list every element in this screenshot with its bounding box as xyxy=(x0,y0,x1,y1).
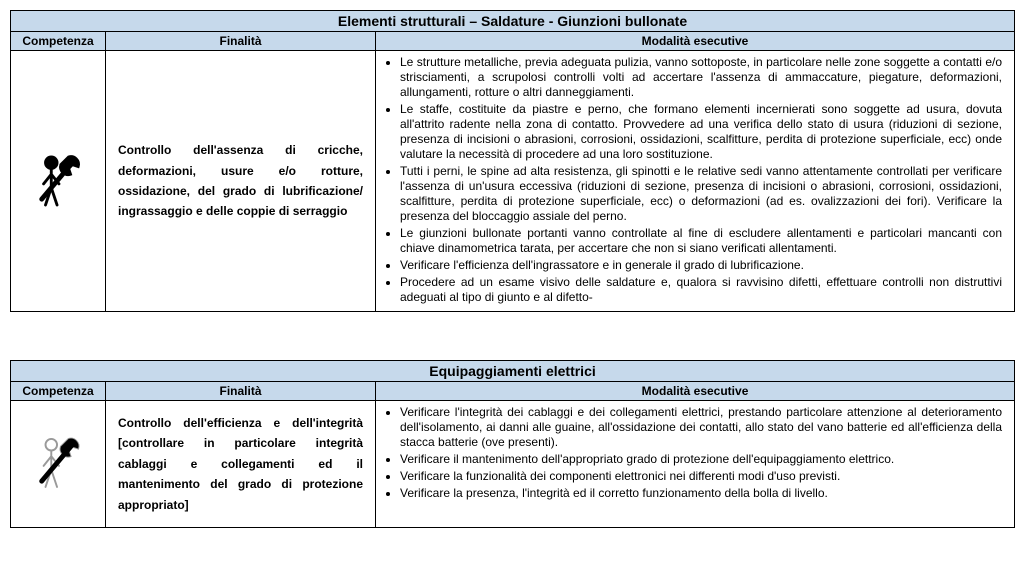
worker-wrench-icon xyxy=(34,432,82,492)
table1-header-competenza: Competenza xyxy=(11,32,106,51)
table-structural: Elementi strutturali – Saldature - Giunz… xyxy=(10,10,1015,312)
table1-finalita: Controllo dell'assenza di cricche, defor… xyxy=(106,51,376,312)
table2-finalita: Controllo dell'efficienza e dell'integri… xyxy=(106,401,376,528)
table2-header-finalita: Finalità xyxy=(106,382,376,401)
table1-header-finalita: Finalità xyxy=(106,32,376,51)
worker-wrench-icon xyxy=(34,150,82,210)
list-item: Verificare l'efficienza dell'ingrassator… xyxy=(400,258,1002,273)
table-electrical: Equipaggiamenti elettrici Competenza Fin… xyxy=(10,360,1015,528)
list-item: Le giunzioni bullonate portanti vanno co… xyxy=(400,226,1002,256)
list-item: Verificare la presenza, l'integrità ed i… xyxy=(400,486,1002,501)
list-item: Tutti i perni, le spine ad alta resisten… xyxy=(400,164,1002,224)
table1-bullet-list: Le strutture metalliche, previa adeguata… xyxy=(382,55,1002,305)
list-item: Procedere ad un esame visivo delle salda… xyxy=(400,275,1002,305)
table1-title: Elementi strutturali – Saldature - Giunz… xyxy=(11,11,1015,32)
list-item: Verificare la funzionalità dei component… xyxy=(400,469,1002,484)
table2-icon-cell xyxy=(11,401,106,528)
table1-header-modalita: Modalità esecutive xyxy=(376,32,1015,51)
table2-modalita: Verificare l'integrità dei cablaggi e de… xyxy=(376,401,1015,528)
table1-modalita: Le strutture metalliche, previa adeguata… xyxy=(376,51,1015,312)
list-item: Verificare l'integrità dei cablaggi e de… xyxy=(400,405,1002,450)
table2-bullet-list: Verificare l'integrità dei cablaggi e de… xyxy=(382,405,1002,501)
table2-title: Equipaggiamenti elettrici xyxy=(11,361,1015,382)
list-item: Le staffe, costituite da piastre e perno… xyxy=(400,102,1002,162)
list-item: Verificare il mantenimento dell'appropri… xyxy=(400,452,1002,467)
list-item: Le strutture metalliche, previa adeguata… xyxy=(400,55,1002,100)
table2-header-competenza: Competenza xyxy=(11,382,106,401)
table2-header-modalita: Modalità esecutive xyxy=(376,382,1015,401)
table1-icon-cell xyxy=(11,51,106,312)
